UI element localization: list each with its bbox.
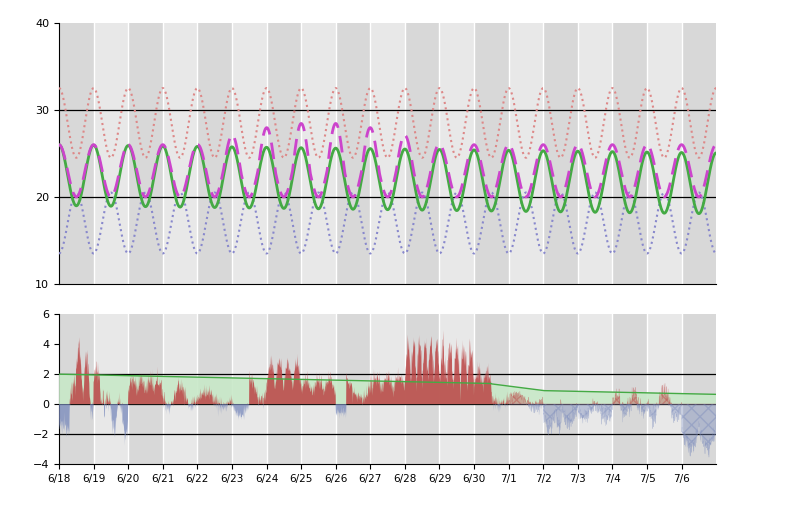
Bar (163, 314, 198, 464)
Bar (163, 23, 198, 284)
Bar (371, 314, 405, 464)
Bar (682, 314, 716, 464)
Bar (508, 23, 543, 284)
Bar (439, 23, 474, 284)
Bar (232, 314, 267, 464)
Bar (94, 314, 128, 464)
Bar (198, 314, 232, 464)
Bar (647, 314, 682, 464)
Bar (682, 23, 716, 284)
Bar (59, 23, 94, 284)
Bar (267, 314, 301, 464)
Bar (612, 23, 647, 284)
Bar (301, 23, 336, 284)
Bar (94, 23, 128, 284)
Bar (647, 23, 682, 284)
Bar (232, 23, 267, 284)
Bar (336, 23, 371, 284)
Bar (508, 314, 543, 464)
Bar (371, 23, 405, 284)
Bar (439, 314, 474, 464)
Bar (301, 314, 336, 464)
Bar (612, 314, 647, 464)
Bar (474, 314, 508, 464)
Bar (543, 23, 578, 284)
Bar (59, 314, 94, 464)
Bar (474, 23, 508, 284)
Bar (543, 314, 578, 464)
Bar (405, 314, 439, 464)
Bar (405, 23, 439, 284)
Bar (267, 23, 301, 284)
Bar (578, 23, 612, 284)
Bar (578, 314, 612, 464)
Bar (336, 314, 371, 464)
Bar (198, 23, 232, 284)
Bar (128, 23, 163, 284)
Bar (128, 314, 163, 464)
